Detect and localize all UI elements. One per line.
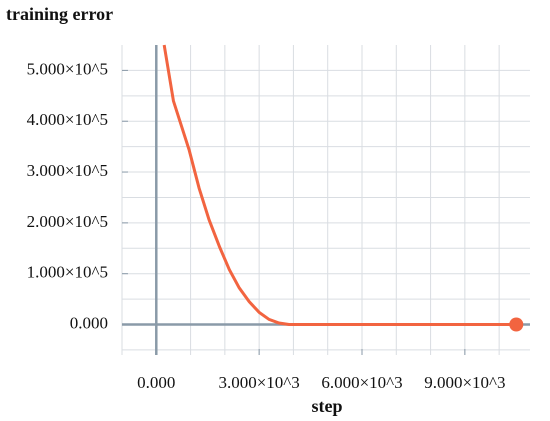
x-tick-label: 0.000 <box>137 373 175 392</box>
y-tick-label: 5.000×10^5 <box>27 59 108 78</box>
y-tick-label: 1.000×10^5 <box>27 263 108 282</box>
y-tick-label: 2.000×10^5 <box>27 212 108 231</box>
chart-title: training error <box>6 4 113 24</box>
y-tick-label: 0.000 <box>70 313 108 332</box>
x-tick-label: 9.000×10^3 <box>424 373 505 392</box>
x-axis-label: step <box>312 396 343 416</box>
x-tick-label: 6.000×10^3 <box>321 373 402 392</box>
line-series <box>162 44 517 327</box>
y-tick-label: 3.000×10^5 <box>27 161 108 180</box>
x-tick-label: 3.000×10^3 <box>218 373 299 392</box>
end-marker <box>509 317 524 332</box>
y-tick-label: 4.000×10^5 <box>27 110 108 129</box>
